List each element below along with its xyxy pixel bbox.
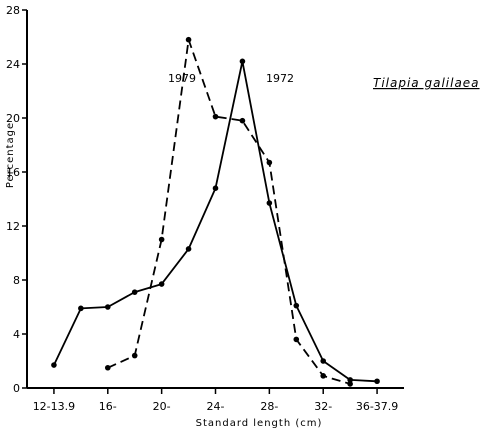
series-line-1979 bbox=[107, 38, 351, 385]
x-ticks: 12-13.9 16- 20- 24- 28- 32- 36-37.9 bbox=[33, 388, 398, 413]
labels-layer: Percentage Standard length (cm) 1979 197… bbox=[5, 72, 480, 429]
y-tick-label: 28 bbox=[6, 4, 20, 17]
data-point-1979 bbox=[104, 364, 111, 371]
x-tick-label: 20- bbox=[153, 400, 171, 413]
y-tick-label: 24 bbox=[6, 58, 20, 71]
y-axis-title: Percentage bbox=[5, 122, 16, 188]
y-tick-label: 8 bbox=[13, 274, 20, 287]
y-tick-label: 20 bbox=[6, 112, 20, 125]
data-point-1979 bbox=[212, 113, 219, 120]
data-point-1979 bbox=[185, 36, 192, 43]
series-label-1979: 1979 bbox=[168, 72, 196, 85]
data-point-1972 bbox=[212, 185, 219, 191]
data-point-1972 bbox=[131, 289, 138, 295]
data-point-1972 bbox=[78, 305, 84, 312]
y-tick-label: 4 bbox=[13, 328, 20, 341]
data-point-1972 bbox=[374, 378, 380, 385]
series-label-1972: 1972 bbox=[266, 72, 294, 85]
x-tick-label: 16- bbox=[99, 400, 117, 413]
data-point-1972 bbox=[239, 58, 246, 65]
data-point-1972 bbox=[293, 302, 300, 309]
y-ticks: 0 4 8 12 16 20 24 28 bbox=[6, 4, 27, 395]
data-point-1979 bbox=[131, 352, 138, 359]
data-point-1979 bbox=[239, 117, 246, 124]
data-point-1979 bbox=[320, 373, 327, 379]
x-tick-label: 12-13.9 bbox=[33, 400, 75, 413]
data-point-1972 bbox=[104, 304, 111, 310]
x-tick-label: 36-37.9 bbox=[356, 400, 398, 413]
x-tick-label: 24- bbox=[207, 400, 225, 413]
y-tick-label: 12 bbox=[6, 220, 20, 233]
species-annotation: Tilapia galilaea bbox=[373, 76, 480, 90]
data-point-1972 bbox=[266, 200, 273, 206]
data-point-1972 bbox=[347, 377, 353, 383]
y-tick-label: 0 bbox=[13, 382, 20, 395]
data-point-1979 bbox=[347, 381, 353, 387]
series-line-1972 bbox=[53, 60, 378, 383]
x-axis-title: Standard length (cm) bbox=[196, 418, 323, 429]
data-point-1972 bbox=[158, 281, 165, 287]
x-tick-label: 28- bbox=[260, 400, 278, 413]
series-layer bbox=[51, 36, 380, 387]
data-point-1979 bbox=[158, 236, 165, 243]
data-point-1972 bbox=[51, 362, 57, 368]
x-tick-label: 32- bbox=[314, 400, 332, 413]
y-tick-label: 16 bbox=[6, 166, 20, 179]
axes bbox=[26, 10, 404, 389]
data-point-1972 bbox=[320, 358, 327, 364]
data-point-1972 bbox=[185, 246, 192, 252]
data-point-1979 bbox=[293, 336, 300, 343]
data-point-1979 bbox=[266, 159, 273, 166]
